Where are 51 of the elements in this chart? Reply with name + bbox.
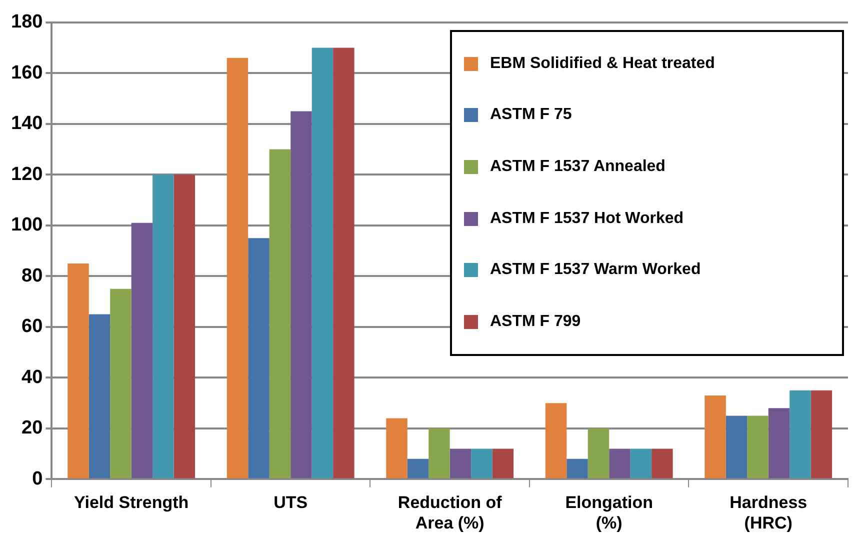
bar: [726, 416, 748, 478]
x-tick-label: Reduction of Area (%): [398, 493, 502, 532]
y-tick-label: 120: [11, 164, 43, 185]
bar: [290, 111, 312, 478]
x-tick-label: Elongation (%): [565, 493, 654, 532]
bar: [588, 428, 610, 478]
y-tick-label: 140: [11, 113, 43, 134]
bar: [790, 390, 811, 478]
bar: [386, 418, 408, 478]
bar: [174, 174, 196, 478]
bar: [269, 149, 291, 478]
bar: [652, 448, 673, 478]
x-tick-label: Yield Strength: [74, 493, 189, 512]
y-tick-label: 100: [11, 214, 43, 236]
bar: [68, 263, 89, 478]
bar: [428, 428, 450, 478]
bar: [768, 408, 790, 478]
y-tick-label: 180: [11, 12, 43, 33]
bar: [88, 314, 110, 478]
legend-label: ASTM F 1537 Annealed: [490, 158, 666, 176]
bar: [630, 448, 652, 478]
bar: [566, 458, 588, 478]
legend-label: ASTM F 799: [490, 313, 581, 332]
bar: [492, 448, 514, 478]
legend-label: ASTM F 75: [490, 106, 572, 124]
bar: [152, 174, 174, 478]
bar: [407, 458, 429, 478]
y-tick-label: 160: [11, 62, 43, 84]
x-tick-label: UTS: [274, 493, 308, 512]
legend-label: ASTM F 1537 Warm Worked: [490, 261, 701, 280]
bar: [450, 448, 472, 478]
y-tick-label: 40: [22, 366, 43, 388]
legend-label: EBM Solidified & Heat treated: [490, 54, 715, 73]
bar: [226, 58, 248, 478]
bar: [131, 222, 153, 478]
bar: [810, 390, 832, 478]
y-tick-label: 80: [22, 265, 43, 286]
x-tick-label: Hardness (HRC): [730, 493, 808, 532]
bar: [609, 448, 630, 478]
bar: [248, 238, 270, 478]
bar: [333, 48, 354, 478]
bar: [704, 395, 726, 478]
bar: [471, 448, 492, 478]
bar: [747, 416, 768, 478]
y-tick-label: 60: [22, 316, 43, 338]
bar: [545, 403, 567, 478]
y-tick-label: 0: [32, 468, 43, 490]
bar: [312, 48, 334, 478]
y-tick-label: 20: [22, 418, 43, 439]
legend-label: ASTM F 1537 Hot Worked: [490, 210, 684, 228]
bar: [110, 288, 132, 478]
